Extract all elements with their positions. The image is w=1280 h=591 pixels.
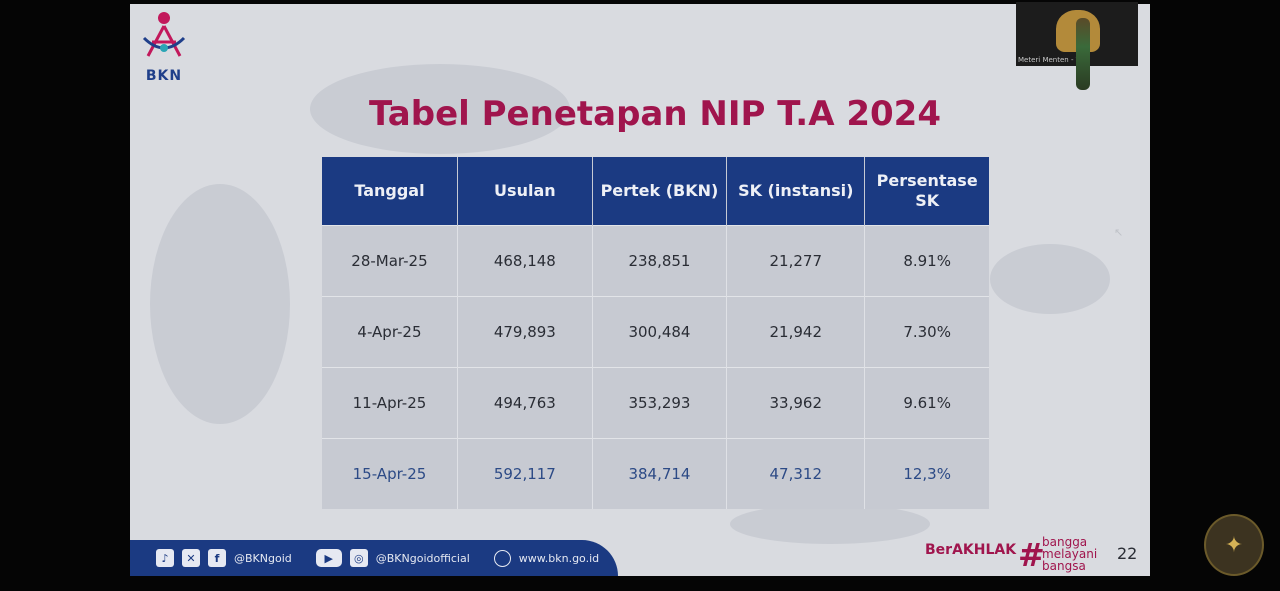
bkn-logo: BKN — [138, 8, 190, 84]
column-header: Tanggal — [322, 157, 458, 226]
nip-table: Tanggal Usulan Pertek (BKN) SK (instansi… — [322, 157, 989, 509]
table-cell: 300,484 — [592, 296, 728, 368]
table-cell: 7.30% — [864, 296, 989, 368]
tiktok-icon: ♪ — [156, 549, 174, 567]
bangga-line: melayani — [1042, 547, 1098, 561]
table-cell: 4-Apr-25 — [322, 296, 458, 368]
youtube-icon: ▶ — [315, 549, 342, 567]
table-row: 28-Mar-25 468,148 238,851 21,277 8.91% — [322, 225, 989, 297]
garuda-emblem-tail — [1076, 18, 1090, 90]
table-cell: 468,148 — [457, 225, 593, 297]
table-cell: 494,763 — [457, 367, 593, 439]
table-cell: 8.91% — [864, 225, 989, 297]
table-cell: 9.61% — [864, 367, 989, 439]
instagram-icon: ◎ — [349, 549, 368, 567]
table-row: 11-Apr-25 494,763 353,293 33,962 9.61% — [322, 367, 989, 439]
social-handle: @BKNgoid — [234, 551, 292, 565]
page-number: 22 — [1117, 544, 1138, 563]
slide-title: Tabel Penetapan NIP T.A 2024 — [369, 94, 941, 134]
column-header: SK (instansi) — [726, 157, 866, 226]
table-cell: 33,962 — [726, 367, 866, 439]
table-cell: 592,117 — [457, 438, 593, 509]
map-background — [150, 184, 290, 424]
table-cell: 11-Apr-25 — [322, 367, 458, 439]
table-row: 4-Apr-25 479,893 300,484 21,942 7.30% — [322, 296, 989, 368]
social-group-1: ♪ ✕ f @BKNgoid — [156, 549, 292, 567]
social-group-2: ▶ ◎ @BKNgoidofficial — [315, 549, 470, 567]
globe-icon — [493, 549, 511, 567]
social-handle: @BKNgoidofficial — [375, 551, 470, 565]
bangga-melayani-bangsa-logo: bangga melayani bangsa — [1042, 536, 1097, 572]
website-group: www.bkn.go.id — [493, 549, 600, 567]
table-row: 15-Apr-25 592,117 384,714 47,312 12,3% — [322, 438, 989, 509]
berakhlak-logo: BerAKHLAK — [925, 542, 1017, 558]
website-url: www.bkn.go.id — [518, 551, 600, 565]
table-cell: 384,714 — [592, 438, 728, 509]
table-cell: 47,312 — [726, 438, 866, 509]
map-background — [730, 504, 930, 544]
hashtag-mark: # — [1018, 536, 1045, 574]
table-cell: 238,851 — [592, 225, 728, 297]
mouse-cursor-icon: ↖ — [1114, 226, 1124, 239]
map-background — [310, 64, 570, 154]
table-cell: 12,3% — [864, 438, 989, 509]
dpr-emblem-logo: ✦ — [1204, 514, 1264, 576]
bangga-line: bangsa — [1042, 559, 1086, 573]
table-header-row: Tanggal Usulan Pertek (BKN) SK (instansi… — [322, 157, 989, 226]
table-cell: 479,893 — [457, 296, 593, 368]
table-cell: 353,293 — [592, 367, 728, 439]
column-header: Pertek (BKN) — [592, 157, 728, 226]
participant-name: Meteri Menten - V — [1018, 56, 1081, 64]
bangga-line: bangga — [1042, 535, 1088, 549]
column-header: Persentase SK — [864, 157, 989, 226]
map-background — [990, 244, 1110, 314]
presentation-slide: BKN Tabel Penetapan NIP T.A 2024 Tanggal… — [130, 4, 1150, 576]
footer-social-bar: ♪ ✕ f @BKNgoid ▶ ◎ @BKNgoidofficial www.… — [130, 540, 618, 576]
logo-text: BKN — [145, 68, 183, 84]
column-header: Usulan — [457, 157, 593, 226]
table-cell: 28-Mar-25 — [322, 225, 458, 297]
x-icon: ✕ — [182, 549, 200, 567]
table-cell: 15-Apr-25 — [322, 438, 458, 509]
table-cell: 21,942 — [726, 296, 866, 368]
facebook-icon: f — [208, 549, 226, 567]
table-cell: 21,277 — [726, 225, 866, 297]
